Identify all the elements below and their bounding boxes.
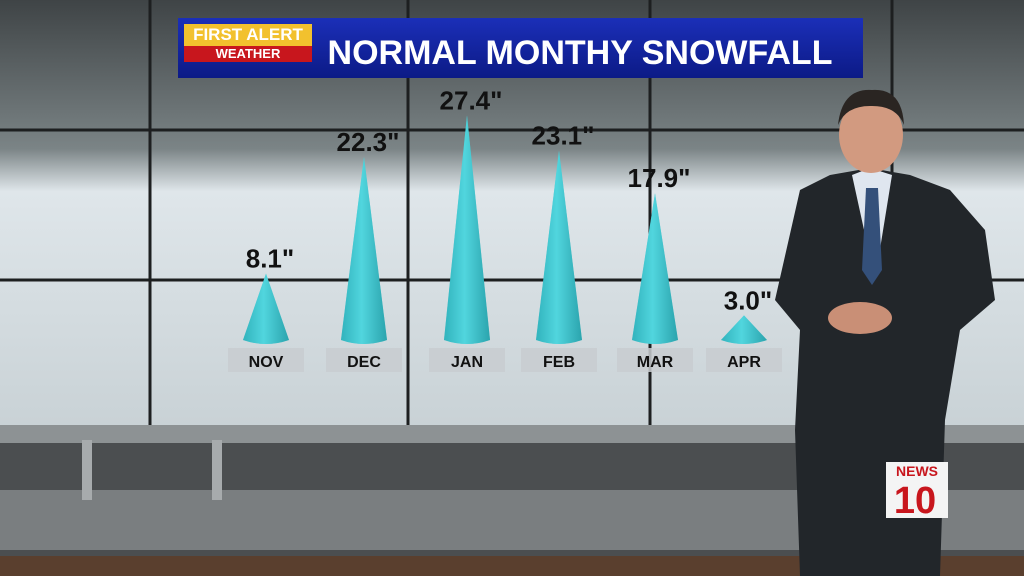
category-box — [706, 348, 782, 372]
floor — [0, 556, 1024, 576]
x-tick-label: NOV — [249, 354, 284, 371]
x-tick-label: APR — [727, 354, 761, 371]
cone-shade — [721, 315, 767, 344]
cone-shade — [444, 115, 490, 344]
leg — [212, 440, 222, 500]
chart-title: NORMAL MONTHY SNOWFALL — [328, 34, 833, 72]
first-alert-box — [184, 24, 312, 46]
value-label: 8.1" — [246, 244, 294, 274]
category-box — [429, 348, 505, 372]
x-tick-label: FEB — [543, 354, 575, 371]
value-label: 23.1" — [532, 121, 595, 151]
weather-box — [184, 46, 312, 62]
x-tick-label: MAR — [637, 354, 674, 371]
ledge — [0, 425, 1024, 443]
category-box — [521, 348, 597, 372]
cone-shade — [632, 193, 678, 344]
category-box — [617, 348, 693, 372]
value-label: 27.4" — [440, 85, 503, 115]
value-label: 3.0" — [724, 285, 772, 315]
logo-number: 10 — [894, 480, 936, 522]
category-box — [326, 348, 402, 372]
value-label: 22.3" — [337, 127, 400, 157]
cone-shade — [243, 273, 289, 344]
leg — [82, 440, 92, 500]
first-alert: FIRST ALERT — [193, 25, 303, 44]
cone-shade — [536, 150, 582, 344]
chart: NOV 8.1" DEC 22.3" JAN 27.4" FEB 23.1" MAR 17.9" A… — [228, 85, 782, 372]
cone-shade — [341, 157, 387, 344]
logo-box — [886, 462, 948, 518]
logo-news: NEWS — [896, 463, 938, 479]
category-box — [228, 348, 304, 372]
x-tick-label: DEC — [347, 354, 381, 371]
weather: WEATHER — [216, 46, 281, 61]
x-tick-label: JAN — [451, 354, 483, 371]
value-label: 17.9" — [628, 163, 691, 193]
